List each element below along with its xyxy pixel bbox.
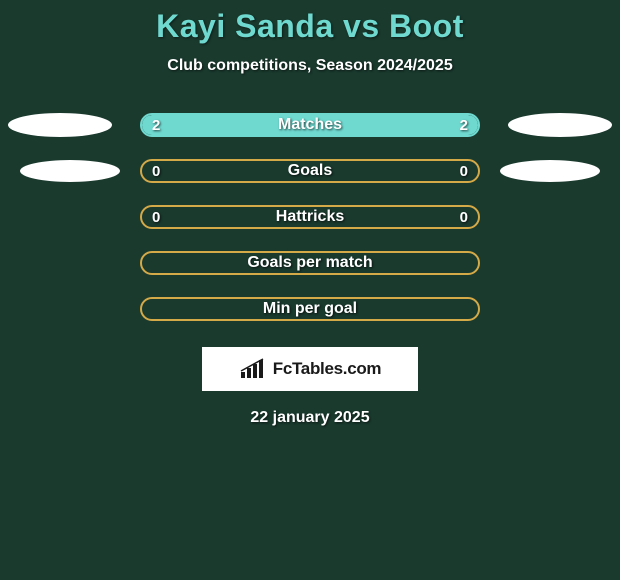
stat-label: Goals per match	[247, 254, 372, 272]
stat-bar: 0 0 Goals	[140, 159, 480, 183]
page-title: Kayi Sanda vs Boot	[156, 8, 464, 45]
stat-value-right: 2	[460, 117, 468, 134]
stat-bar: Min per goal	[140, 297, 480, 321]
stat-value-right: 0	[460, 163, 468, 180]
attribution-logo: FcTables.com	[202, 347, 418, 391]
logo-text: FcTables.com	[273, 359, 382, 379]
stat-value-right: 0	[460, 209, 468, 226]
stat-value-left: 2	[152, 117, 160, 134]
stat-row: Min per goal	[0, 297, 620, 321]
stat-row: Goals per match	[0, 251, 620, 275]
stat-label: Matches	[278, 116, 342, 134]
player-marker-left	[8, 113, 112, 137]
player-marker-left	[20, 160, 120, 182]
stat-row: 0 0 Hattricks	[0, 205, 620, 229]
stat-row: 2 2 Matches	[0, 113, 620, 137]
date-caption: 22 january 2025	[250, 409, 369, 427]
stat-row: 0 0 Goals	[0, 159, 620, 183]
stat-label: Min per goal	[263, 300, 357, 318]
subtitle: Club competitions, Season 2024/2025	[167, 57, 452, 75]
comparison-card: Kayi Sanda vs Boot Club competitions, Se…	[0, 0, 620, 427]
stat-bar: Goals per match	[140, 251, 480, 275]
stat-value-left: 0	[152, 163, 160, 180]
stat-bar: 0 0 Hattricks	[140, 205, 480, 229]
stat-value-left: 0	[152, 209, 160, 226]
stat-label: Goals	[288, 162, 332, 180]
stat-label: Hattricks	[276, 208, 344, 226]
stat-bar: 2 2 Matches	[140, 113, 480, 137]
player-marker-right	[500, 160, 600, 182]
player-marker-right	[508, 113, 612, 137]
bars-icon	[239, 358, 267, 380]
stat-rows: 2 2 Matches 0 0 Goals 0 0 Hattricks Goals per mat…	[0, 113, 620, 321]
